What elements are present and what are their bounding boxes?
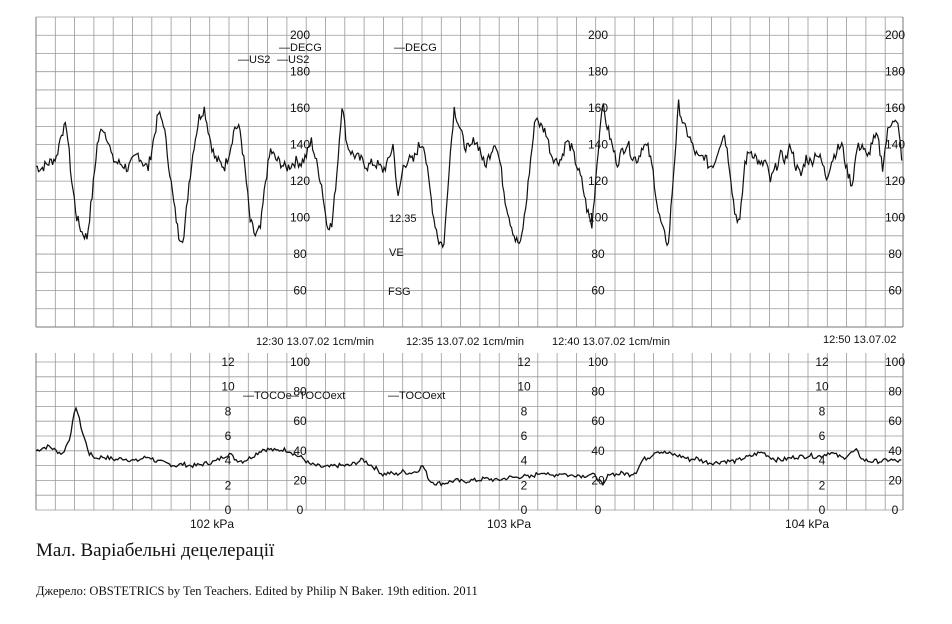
y-tick-label: 80 bbox=[591, 247, 605, 261]
y-tick-label: 200 bbox=[885, 28, 905, 42]
kpa-label: 103 kPa bbox=[487, 517, 531, 531]
kpa-tick-label: 8 bbox=[521, 404, 528, 418]
time-label: 12:35 13.07.02 1cm/min bbox=[406, 336, 524, 348]
toco-trace-line bbox=[35, 406, 902, 487]
y-tick-label: 140 bbox=[885, 138, 905, 152]
kpa-tick-label: 0 bbox=[225, 503, 232, 517]
kpa-tick-label: 4 bbox=[521, 454, 528, 468]
y-tick-label: 20 bbox=[293, 473, 307, 487]
kpa-tick-label: 10 bbox=[517, 380, 531, 394]
annotation-toco: —TOCOe bbox=[243, 390, 292, 402]
y-tick-label: 60 bbox=[293, 414, 307, 428]
kpa-tick-label: 12 bbox=[815, 355, 829, 369]
y-tick-label: 60 bbox=[591, 414, 605, 428]
time-label: 12:50 13.07.02 bbox=[823, 334, 896, 346]
kpa-label: 102 kPa bbox=[190, 517, 234, 531]
y-tick-label: 100 bbox=[290, 355, 310, 369]
y-tick-label: 0 bbox=[892, 503, 899, 517]
y-tick-label: 200 bbox=[588, 28, 608, 42]
time-label: 12:30 13.07.02 1cm/min bbox=[256, 336, 374, 348]
y-tick-label: 180 bbox=[290, 65, 310, 79]
fhr-trace-line bbox=[35, 99, 903, 249]
y-tick-label: 100 bbox=[885, 211, 905, 225]
annotation-ve: VE bbox=[389, 247, 404, 259]
y-tick-label: 80 bbox=[888, 385, 902, 399]
y-tick-label: 80 bbox=[293, 247, 307, 261]
y-tick-label: 0 bbox=[297, 503, 304, 517]
kpa-tick-label: 6 bbox=[521, 429, 528, 443]
kpa-tick-label: 0 bbox=[521, 503, 528, 517]
y-tick-label: 120 bbox=[290, 174, 310, 188]
y-tick-label: 20 bbox=[888, 473, 902, 487]
kpa-label: 104 kPa bbox=[785, 517, 829, 531]
y-tick-label: 100 bbox=[290, 211, 310, 225]
annotation-fsg: FSG bbox=[388, 286, 411, 298]
figure-caption: Мал. Варіабельні децелерації bbox=[36, 540, 275, 561]
y-tick-label: 160 bbox=[588, 101, 608, 115]
annotation-toco: —TOCOext bbox=[388, 390, 445, 402]
y-tick-label: 60 bbox=[888, 284, 902, 298]
y-tick-label: 80 bbox=[293, 385, 307, 399]
y-tick-label: 160 bbox=[290, 101, 310, 115]
kpa-tick-label: 4 bbox=[225, 454, 232, 468]
y-tick-label: 200 bbox=[290, 28, 310, 42]
y-tick-label: 180 bbox=[885, 65, 905, 79]
y-tick-label: 80 bbox=[888, 247, 902, 261]
kpa-tick-label: 0 bbox=[819, 503, 826, 517]
y-tick-label: 120 bbox=[588, 174, 608, 188]
kpa-tick-label: 4 bbox=[819, 454, 826, 468]
annotation-toco: —TOCOext bbox=[288, 390, 345, 402]
kpa-tick-label: 12 bbox=[517, 355, 531, 369]
y-tick-label: 100 bbox=[885, 355, 905, 369]
figure-source: Джерело: OBSTETRICS by Ten Teachers. Edi… bbox=[36, 584, 478, 598]
y-tick-label: 80 bbox=[591, 385, 605, 399]
kpa-tick-label: 2 bbox=[819, 478, 826, 492]
y-tick-label: 60 bbox=[888, 414, 902, 428]
kpa-tick-label: 10 bbox=[815, 380, 829, 394]
y-tick-label: 160 bbox=[885, 101, 905, 115]
y-tick-label: 40 bbox=[591, 444, 605, 458]
kpa-tick-label: 8 bbox=[225, 404, 232, 418]
annotation-us2: —US2 bbox=[238, 54, 270, 66]
annotation-us2: —US2 bbox=[277, 54, 309, 66]
kpa-tick-label: 12 bbox=[221, 355, 235, 369]
y-tick-label: 60 bbox=[293, 284, 307, 298]
y-tick-label: 40 bbox=[888, 444, 902, 458]
kpa-tick-label: 6 bbox=[225, 429, 232, 443]
kpa-tick-label: 2 bbox=[521, 478, 528, 492]
y-tick-label: 140 bbox=[290, 138, 310, 152]
annotation-decg: —DECG bbox=[279, 42, 322, 54]
y-tick-label: 0 bbox=[595, 503, 602, 517]
annotation-decg: —DECG bbox=[394, 42, 437, 54]
y-tick-label: 120 bbox=[885, 174, 905, 188]
time-label: 12:40 13.07.02 1cm/min bbox=[552, 336, 670, 348]
y-tick-label: 40 bbox=[293, 444, 307, 458]
y-tick-label: 60 bbox=[591, 284, 605, 298]
y-tick-label: 100 bbox=[588, 355, 608, 369]
kpa-tick-label: 2 bbox=[225, 478, 232, 492]
kpa-tick-label: 6 bbox=[819, 429, 826, 443]
kpa-tick-label: 8 bbox=[819, 404, 826, 418]
annotation-time: 12.35 bbox=[389, 213, 417, 225]
kpa-tick-label: 10 bbox=[221, 380, 235, 394]
y-tick-label: 180 bbox=[588, 65, 608, 79]
toco-grid bbox=[35, 353, 904, 511]
y-tick-label: 140 bbox=[588, 138, 608, 152]
